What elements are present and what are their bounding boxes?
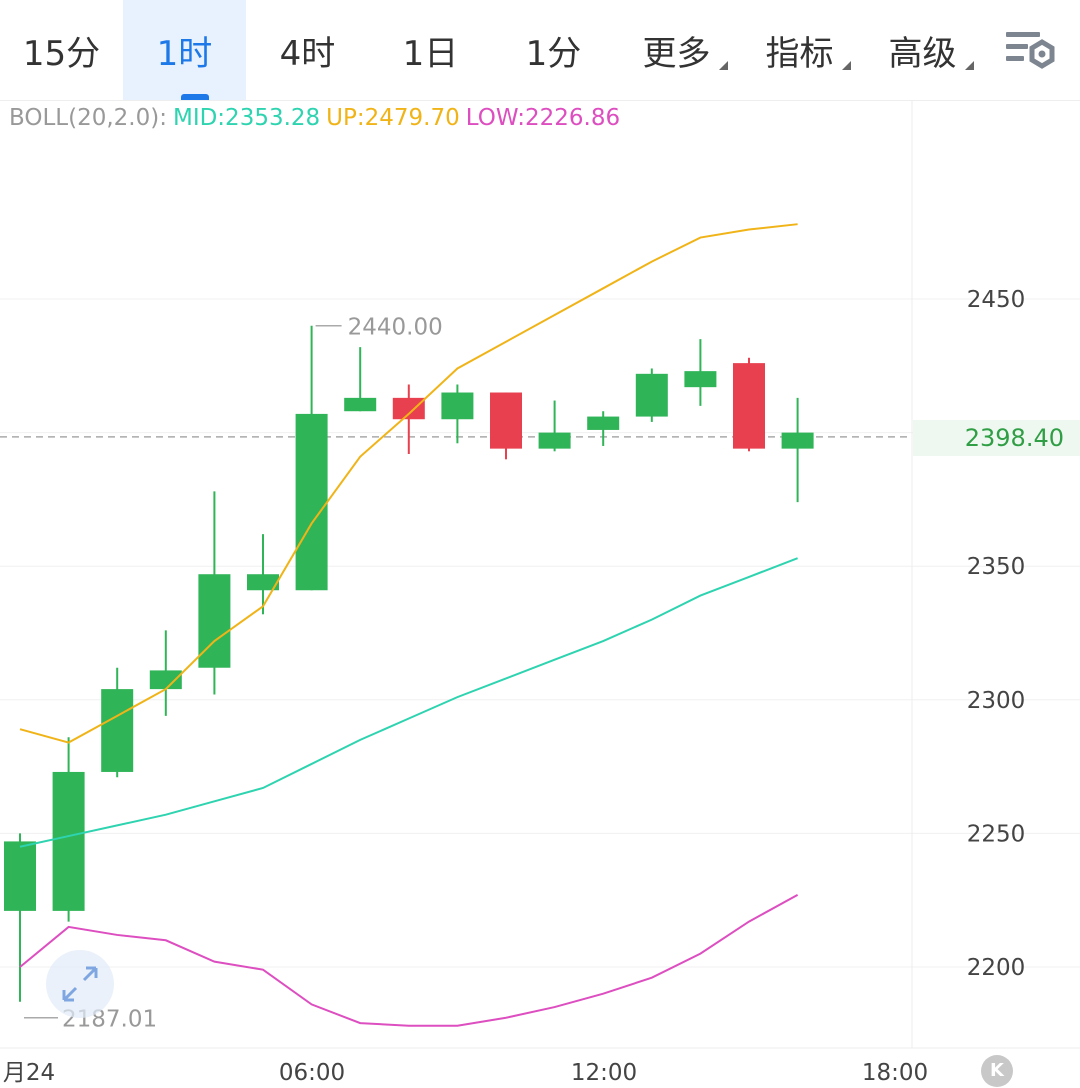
tab-2[interactable]: 4时	[246, 0, 369, 100]
candle-body	[538, 432, 571, 449]
tab-0[interactable]: 15分	[0, 0, 123, 100]
tab-label: 4时	[279, 33, 336, 74]
tab-3[interactable]: 1日	[369, 0, 492, 100]
tab-label: 高级	[888, 33, 957, 74]
candle-body	[441, 392, 474, 420]
candle-body	[635, 373, 668, 417]
dropdown-caret-icon	[965, 61, 974, 70]
candle-body	[344, 397, 377, 412]
tab-label: 指标	[765, 33, 834, 74]
timeframe-tab-bar: 15分 1时 4时 1日 1分 更多 指标 高级	[0, 0, 1080, 101]
y-tick-label: 2200	[967, 955, 1026, 981]
boll-mid-line	[19, 557, 798, 848]
candle-body	[684, 371, 717, 388]
tab-4[interactable]: 1分	[492, 0, 615, 100]
boll-legend-prefix: BOLL(20,2.0):	[9, 105, 167, 131]
boll-up-line	[19, 223, 798, 744]
boll-legend: BOLL(20,2.0): MID:2353.28 UP:2479.70 LOW:22…	[9, 105, 626, 131]
candle-body	[198, 574, 231, 668]
tab-7[interactable]: 高级	[861, 0, 984, 100]
candle-body	[4, 841, 36, 911]
tab-5[interactable]: 更多	[615, 0, 738, 100]
tab-label: 1日	[402, 33, 459, 74]
x-tick-label: 12:00	[571, 1060, 637, 1086]
candle-body	[52, 771, 85, 911]
current-price-tag: 2398.40	[913, 420, 1080, 456]
dropdown-caret-icon	[842, 61, 851, 70]
boll-up-value: UP:2479.70	[326, 105, 460, 131]
candle-body	[587, 416, 620, 430]
chart-settings-icon[interactable]	[1000, 24, 1060, 76]
tab-label: 1时	[156, 33, 213, 74]
x-tick-label: 月24	[3, 1060, 55, 1086]
candle-body	[733, 363, 765, 449]
tab-label: 1分	[525, 33, 582, 74]
y-tick-label: 2350	[967, 554, 1026, 580]
y-tick-label: 2450	[967, 287, 1026, 313]
high-annotation-text: 2440.00	[348, 315, 443, 341]
x-tick-label: 18:00	[862, 1060, 928, 1086]
candle-body	[295, 413, 328, 591]
candle-body	[490, 392, 522, 449]
boll-low-line	[19, 893, 799, 1027]
tab-label: 更多	[642, 33, 711, 74]
tab-label: 15分	[22, 33, 101, 74]
kline-switch-button[interactable]: K	[981, 1055, 1013, 1087]
candle-body	[101, 689, 134, 772]
tab-6[interactable]: 指标	[738, 0, 861, 100]
candle-body	[149, 670, 182, 690]
x-tick-label: 06:00	[279, 1060, 345, 1086]
candle-body	[247, 574, 279, 591]
y-tick-label: 2300	[967, 688, 1026, 714]
boll-mid-value: MID:2353.28	[172, 105, 321, 131]
candle-body	[781, 432, 814, 449]
boll-low-value: LOW:2226.86	[465, 105, 621, 131]
candle-body	[392, 397, 425, 420]
y-tick-label: 2250	[967, 821, 1026, 847]
tab-1[interactable]: 1时	[123, 0, 246, 100]
dropdown-caret-icon	[719, 61, 728, 70]
expand-arrows-icon[interactable]	[46, 950, 114, 1018]
